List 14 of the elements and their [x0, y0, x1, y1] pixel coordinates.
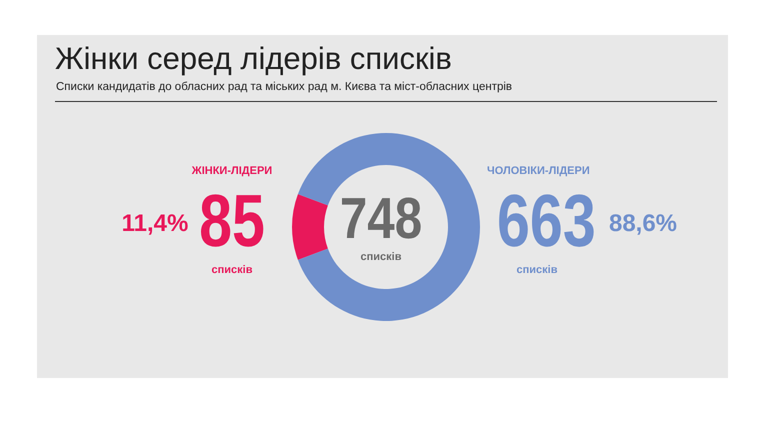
data-label: 663 — [497, 179, 596, 262]
chart-subtitle: Списки кандидатів до обласних рад та міських рад м. Києва та міст-обласних центрів — [56, 81, 512, 93]
text: 748 — [338, 186, 424, 251]
text: списків — [516, 264, 558, 276]
text: 11,4% — [120, 210, 190, 237]
data-label: 85 — [198, 179, 266, 262]
slice-label: ЧОЛОВІКИ-ЛІДЕРИ — [487, 165, 590, 177]
slice-label: ЖІНКИ-ЛІДЕРИ — [190, 165, 274, 177]
chart-title: Жінки серед лідерів списків — [55, 41, 452, 76]
donut-slice — [298, 133, 480, 321]
text: 88,6% — [608, 210, 678, 237]
text: списків — [360, 251, 402, 263]
text: списків — [210, 264, 254, 276]
donut-slice — [292, 194, 328, 260]
